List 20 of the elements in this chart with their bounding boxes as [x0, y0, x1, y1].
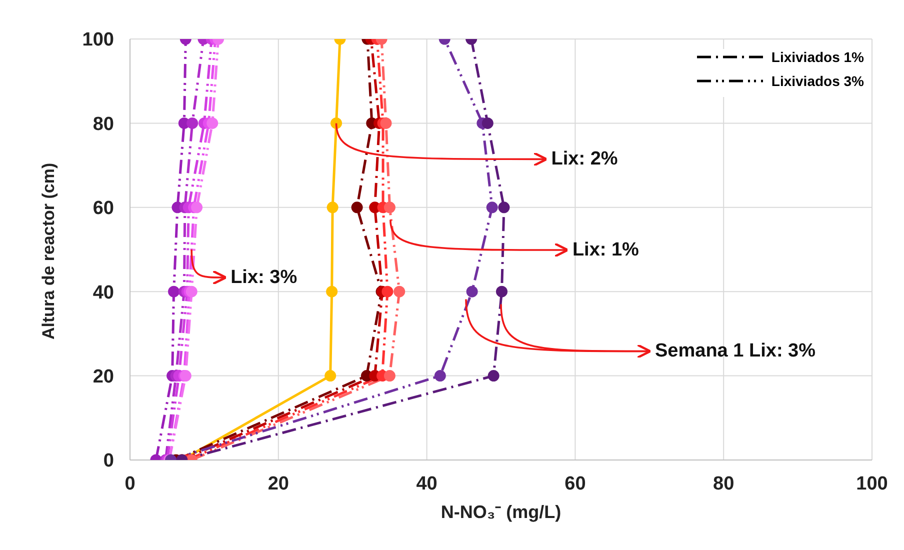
x-tick-label: 80: [713, 473, 734, 494]
legend-label: Lixiviados 1%: [771, 49, 864, 65]
y-tick-label: 100: [82, 30, 114, 51]
y-tick-label: 0: [103, 450, 114, 472]
x-tick-label: 40: [416, 473, 438, 494]
annotation: Lix: 3%: [230, 267, 298, 288]
y-tick-label: 80: [92, 114, 114, 135]
y-tick-label: 40: [92, 282, 114, 304]
y-tick-label: 60: [92, 198, 114, 220]
x-tick-label: 20: [268, 473, 289, 494]
legend-label: Lixiviados 3%: [771, 73, 864, 89]
y-tick-label: 20: [92, 366, 114, 388]
x-tick-label: 60: [564, 473, 586, 494]
annotation: Semana 1 Lix: 3%: [655, 340, 816, 362]
x-tick-label: 0: [124, 473, 136, 494]
annotation: Lix: 2%: [551, 148, 618, 170]
annotation: Lix: 1%: [572, 240, 640, 261]
y-axis-title: Altura de reactor (cm): [39, 162, 58, 340]
x-axis-title: N-NO₃⁻ (mg/L): [440, 502, 562, 522]
x-tick-label: 100: [856, 473, 888, 494]
